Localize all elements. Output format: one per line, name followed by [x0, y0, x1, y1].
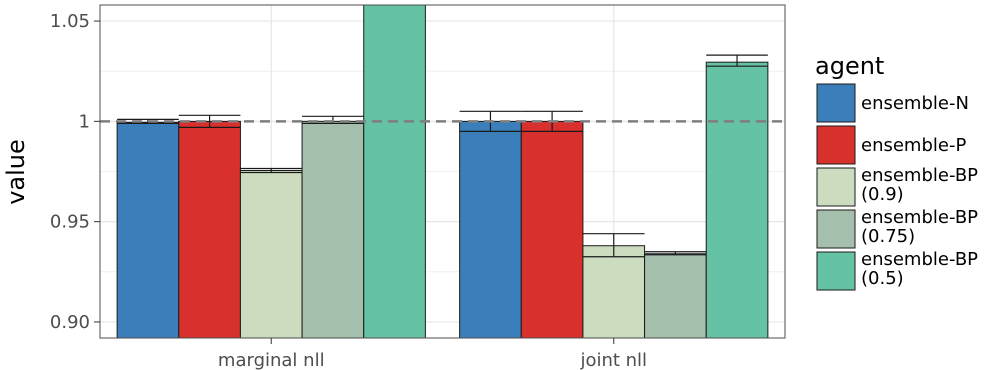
legend-key	[816, 167, 856, 207]
legend-key	[816, 83, 856, 123]
legend: agent ensemble-Nensemble-Pensemble-BP(0.…	[815, 52, 978, 291]
bar	[239, 169, 303, 339]
legend-label: (0.9)	[861, 184, 904, 205]
legend-label: (0.5)	[861, 268, 904, 289]
legend-title: agent	[815, 52, 884, 80]
bar	[363, 4, 426, 339]
x-axis: marginal nll joint nll	[218, 338, 647, 370]
legend-key	[816, 251, 856, 291]
legend-label: ensemble-BP	[861, 249, 978, 270]
bar	[644, 253, 707, 339]
x-tick-label: marginal nll	[218, 350, 325, 370]
legend-key	[816, 209, 856, 249]
bar	[178, 120, 241, 339]
y-axis: 0.90 0.95 1 1.05	[50, 11, 100, 333]
bar	[520, 120, 584, 339]
bar	[459, 120, 522, 339]
y-tick-label: 1.05	[50, 11, 90, 32]
bar	[705, 61, 769, 339]
y-tick-label: 0.95	[50, 212, 90, 233]
panel-border	[99, 4, 786, 339]
y-tick-label: 1	[79, 111, 90, 132]
legend-key	[816, 125, 856, 165]
y-tick-label: 0.90	[50, 312, 90, 333]
legend-label: ensemble-P	[861, 135, 966, 156]
y-axis-label: value	[2, 139, 30, 205]
bars	[116, 4, 769, 339]
error-bars	[117, 54, 768, 258]
legend-label: (0.75)	[861, 226, 915, 247]
legend-label: ensemble-N	[861, 93, 969, 114]
bar	[582, 245, 646, 339]
legend-label: ensemble-BP	[861, 207, 978, 228]
x-tick-label: joint nll	[579, 350, 647, 370]
bar	[116, 121, 180, 339]
legend-label: ensemble-BP	[861, 165, 978, 186]
bar	[301, 120, 365, 339]
